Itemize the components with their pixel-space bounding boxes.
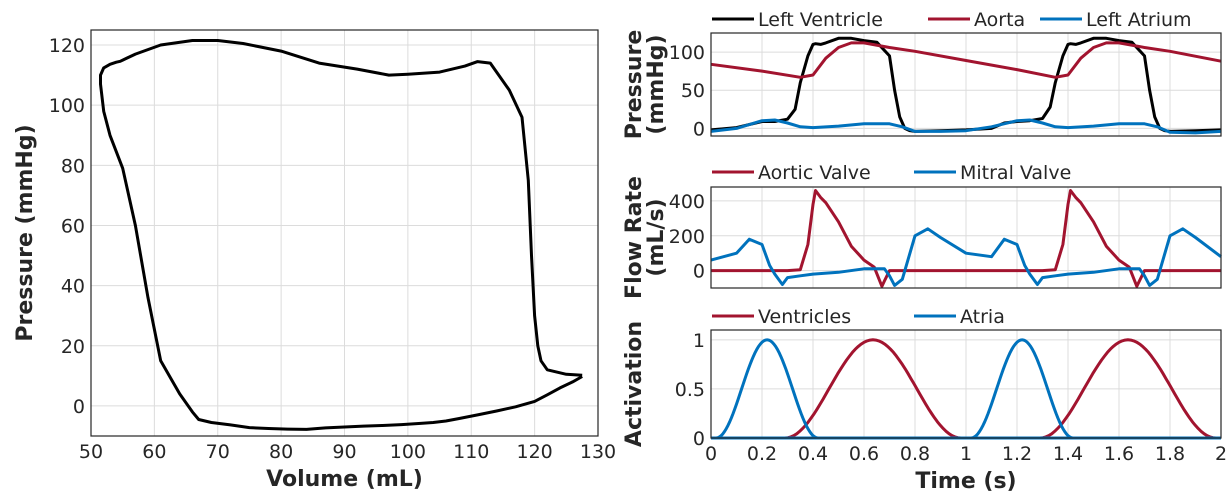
legend-entry: Left Atrium [1086, 9, 1192, 31]
x-tick-label: 70 [206, 441, 230, 463]
x-tick-label: 1.6 [1104, 443, 1134, 465]
y-axis-label: (mmHg) [644, 34, 669, 134]
legend-entry: Left Ventricle [758, 9, 883, 31]
y-tick-label: 50 [681, 80, 705, 102]
x-tick-label: 100 [390, 441, 426, 463]
y-tick-label: 120 [49, 35, 85, 57]
y-tick-label: 40 [61, 276, 85, 298]
plot-frame [710, 329, 1222, 439]
y-tick-label: 0 [693, 118, 705, 140]
y-axis-label: Pressure [622, 30, 647, 140]
series-line-aorta [710, 41, 1222, 79]
y-axis-label: Activation [622, 321, 647, 447]
y-tick-label: 0 [693, 428, 705, 450]
x-tick-label: 0.4 [798, 443, 828, 465]
x-tick-label: 1.4 [1053, 443, 1083, 465]
x-tick-label: 130 [580, 441, 616, 463]
series-line-left-atrium [710, 118, 1222, 135]
y-tick-label: 0.5 [675, 379, 705, 401]
x-tick-label: 60 [142, 441, 166, 463]
y-tick-label: 1 [693, 330, 705, 352]
y-tick-label: 0 [73, 396, 85, 418]
y-tick-label: 200 [669, 226, 705, 248]
y-axis-label: Pressure (mmHg) [13, 124, 38, 341]
plot-frame [90, 29, 599, 437]
x-tick-label: 0.2 [747, 443, 777, 465]
legend-entry: Mitral Valve [960, 162, 1071, 184]
x-tick-label: 110 [453, 441, 489, 463]
x-tick-label: 90 [332, 441, 356, 463]
x-tick-label: 1 [960, 443, 972, 465]
x-tick-label: 0.8 [900, 443, 930, 465]
y-tick-label: 400 [669, 191, 705, 213]
x-tick-label: 120 [516, 441, 552, 463]
legend-entry: Aorta [974, 9, 1025, 31]
legend-entry: Aortic Valve [758, 162, 871, 184]
y-axis-label: (mL/s) [644, 198, 669, 276]
x-tick-label: 2 [1215, 443, 1227, 465]
x-axis-label: Time (s) [915, 469, 1016, 494]
x-tick-label: 0.6 [849, 443, 879, 465]
y-tick-label: 20 [61, 336, 85, 358]
x-tick-label: 1.8 [1155, 443, 1185, 465]
y-tick-label: 60 [61, 215, 85, 237]
y-tick-label: 0 [693, 261, 705, 283]
x-tick-label: 0 [705, 443, 717, 465]
y-tick-label: 80 [61, 155, 85, 177]
y-tick-label: 100 [49, 95, 85, 117]
x-tick-label: 50 [79, 441, 103, 463]
plot-frame [710, 32, 1222, 137]
plot-frame [710, 186, 1222, 289]
x-tick-label: 1.2 [1002, 443, 1032, 465]
y-tick-label: 100 [669, 42, 705, 64]
x-tick-label: 80 [269, 441, 293, 463]
series-line-aortic-valve [711, 189, 1221, 288]
y-axis-label: Flow Rate [622, 176, 647, 299]
legend-entry: Ventricles [758, 306, 851, 328]
series-line-mitral-valve [710, 227, 1222, 287]
legend-entry: Atria [960, 306, 1005, 328]
x-axis-label: Volume (mL) [266, 467, 423, 492]
series-line-pv-loop [99, 39, 583, 431]
